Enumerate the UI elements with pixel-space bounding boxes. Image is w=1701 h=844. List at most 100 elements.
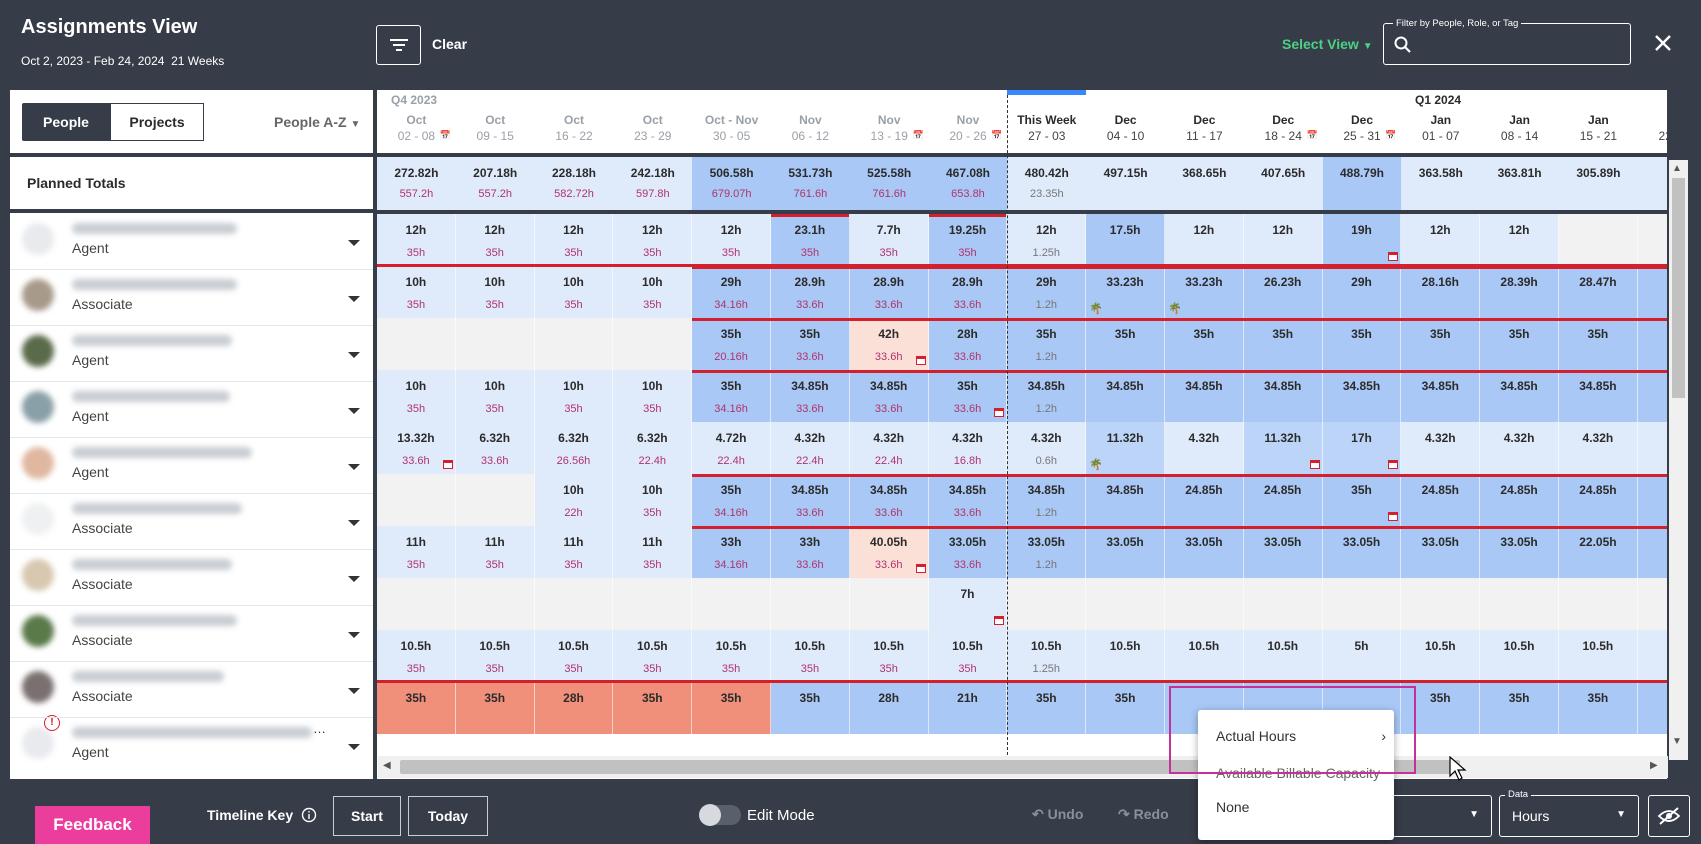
assignment-cell[interactable]: 35h: [613, 682, 693, 734]
assignment-cell[interactable]: 34.85h: [1165, 370, 1244, 422]
assignment-cell[interactable]: 21h: [928, 682, 1008, 734]
assignment-cell[interactable]: 34.85h 33.6h: [771, 370, 850, 422]
person-row[interactable]: Associate: [10, 605, 373, 661]
assignment-cell[interactable]: [1559, 578, 1638, 630]
assignment-cell[interactable]: 29h: [1322, 266, 1402, 318]
assignment-cell[interactable]: 13.32h 33.6h: [377, 422, 456, 474]
assignment-cell[interactable]: 24.85h: [1401, 474, 1481, 526]
week-header[interactable]: This Week 27 - 03: [1007, 112, 1086, 144]
assignment-cell[interactable]: [455, 474, 535, 526]
assignment-cell[interactable]: 28.16h: [1401, 266, 1481, 318]
assignment-cell[interactable]: 4.32h 22.4h: [771, 422, 850, 474]
assignment-cell[interactable]: 10h 35h: [534, 266, 614, 318]
assignment-cell[interactable]: 34.85h 33.6h: [928, 474, 1008, 526]
assignment-cell[interactable]: 42h 33.6h: [849, 318, 929, 370]
assignment-cell[interactable]: 10.5h 35h: [692, 630, 771, 682]
person-row[interactable]: Associate: [10, 661, 373, 717]
assignment-cell[interactable]: 35h: [692, 682, 771, 734]
assignment-cell[interactable]: 35h 20.16h: [692, 318, 771, 370]
assignment-cell[interactable]: [1007, 578, 1087, 630]
assignment-cell[interactable]: 35h: [1559, 682, 1638, 734]
assignment-cell[interactable]: 24.85h: [1559, 474, 1638, 526]
assignment-cell[interactable]: 34.85h: [1480, 370, 1559, 422]
assignment-cell[interactable]: 34.85h 33.6h: [849, 370, 929, 422]
assignment-cell[interactable]: 12h 35h: [455, 214, 535, 266]
assignment-cell[interactable]: 10.5h: [1243, 630, 1323, 682]
assignment-cell[interactable]: [1086, 578, 1165, 630]
assignment-cell[interactable]: [1480, 578, 1559, 630]
start-button[interactable]: Start: [333, 796, 401, 836]
assignment-cell[interactable]: 28h: [534, 682, 614, 734]
assignment-cell[interactable]: 34: [1637, 370, 1667, 422]
assignment-cell[interactable]: 10.5h 35h: [849, 630, 929, 682]
assignment-cell[interactable]: 35h: [771, 682, 850, 734]
week-header[interactable]: Jan22 - 28: [1638, 112, 1667, 144]
assignment-cell[interactable]: 10.5h 35h: [771, 630, 850, 682]
assignment-cell[interactable]: [1559, 214, 1638, 266]
assignment-cell[interactable]: 33.05h 1.2h: [1007, 526, 1087, 578]
timeline-key[interactable]: Timeline Key: [207, 807, 317, 823]
assignment-cell[interactable]: 35h 33.6h: [771, 318, 850, 370]
assignment-cell[interactable]: 35h: [1086, 318, 1165, 370]
assignment-cell[interactable]: 12h: [1165, 214, 1244, 266]
assignment-cell[interactable]: [377, 474, 456, 526]
assignment-cell[interactable]: [534, 318, 614, 370]
scroll-down-arrow-icon[interactable]: ▼: [1672, 736, 1682, 747]
assignment-cell[interactable]: 35h: [1086, 682, 1165, 734]
assignment-cell[interactable]: [849, 578, 929, 630]
chevron-down-icon[interactable]: [347, 235, 361, 253]
assignment-cell[interactable]: 35h: [1322, 474, 1402, 526]
assignment-cell[interactable]: 7.7h 35h: [849, 214, 929, 266]
assignment-cell[interactable]: 28h 33.6h: [928, 318, 1008, 370]
assignment-cell[interactable]: [534, 578, 614, 630]
assignment-cell[interactable]: 10h 35h: [455, 266, 535, 318]
assignment-cell[interactable]: 6.32h 26.56h: [534, 422, 614, 474]
assignment-cell[interactable]: 34.85h: [1322, 370, 1402, 422]
assignment-cell[interactable]: 35h: [1480, 682, 1559, 734]
assignment-cell[interactable]: [455, 578, 535, 630]
assignment-cell[interactable]: 35h: [377, 682, 456, 734]
assignment-cell[interactable]: 33.23h: [1086, 266, 1165, 318]
assignment-cell[interactable]: 35h: [1322, 318, 1402, 370]
assignment-cell[interactable]: 34.85h: [1243, 370, 1323, 422]
assignment-cell[interactable]: 4.32h: [1401, 422, 1481, 474]
assignment-cell[interactable]: 11h 35h: [534, 526, 614, 578]
assignment-cell[interactable]: 10.5h 1.25h: [1007, 630, 1087, 682]
assignment-cell[interactable]: 33.23h: [1165, 266, 1244, 318]
assignment-cell[interactable]: 35h: [1480, 318, 1559, 370]
assignment-cell[interactable]: 4.72h 22.4h: [692, 422, 771, 474]
week-header[interactable]: Oct 09 - 15: [456, 112, 535, 144]
toggle-people[interactable]: People: [22, 103, 110, 141]
horizontal-scroll-thumb[interactable]: [400, 760, 1460, 774]
assignment-cell[interactable]: 34.85h: [1559, 370, 1638, 422]
week-header[interactable]: Nov 06 - 12: [771, 112, 850, 144]
person-row[interactable]: Associate: [10, 493, 373, 549]
vertical-scroll-thumb[interactable]: [1672, 178, 1685, 398]
assignment-cell[interactable]: 10.5h 35h: [928, 630, 1008, 682]
assignment-cell[interactable]: 7h: [928, 578, 1008, 630]
clear-button[interactable]: Clear: [432, 36, 468, 52]
assignment-cell[interactable]: 10h 35h: [613, 370, 693, 422]
assignment-cell[interactable]: 11.32h: [1086, 422, 1165, 474]
sort-dropdown[interactable]: People A-Z ▼: [274, 114, 360, 130]
undo-button[interactable]: ↶ Undo: [1032, 806, 1083, 823]
week-header[interactable]: Jan 08 - 14: [1480, 112, 1559, 144]
chevron-down-icon[interactable]: [347, 571, 361, 589]
assignment-cell[interactable]: [1165, 578, 1244, 630]
assignment-cell[interactable]: 35h: [1401, 318, 1481, 370]
assignment-cell[interactable]: 34.85h: [1401, 370, 1481, 422]
assignment-cell[interactable]: 3: [1637, 682, 1667, 734]
info-icon[interactable]: [301, 807, 317, 823]
week-header[interactable]: Jan 01 - 07: [1401, 112, 1480, 144]
search-field[interactable]: [1420, 32, 1620, 56]
person-row[interactable]: Agent: [10, 381, 373, 437]
assignment-cell[interactable]: 35h: [455, 682, 535, 734]
assignment-cell[interactable]: 35h: [1165, 318, 1244, 370]
week-header[interactable]: Dec 25 - 31: [1323, 112, 1402, 144]
assignment-cell[interactable]: 28.9h 33.6h: [928, 266, 1008, 318]
assignment-cell[interactable]: 24.85h: [1480, 474, 1559, 526]
week-header[interactable]: Oct - Nov 30 - 05: [692, 112, 771, 144]
assignment-cell[interactable]: 22.05h: [1559, 526, 1638, 578]
assignment-cell[interactable]: 10h 35h: [613, 266, 693, 318]
assignment-cell[interactable]: 12h 1.25h: [1007, 214, 1087, 266]
